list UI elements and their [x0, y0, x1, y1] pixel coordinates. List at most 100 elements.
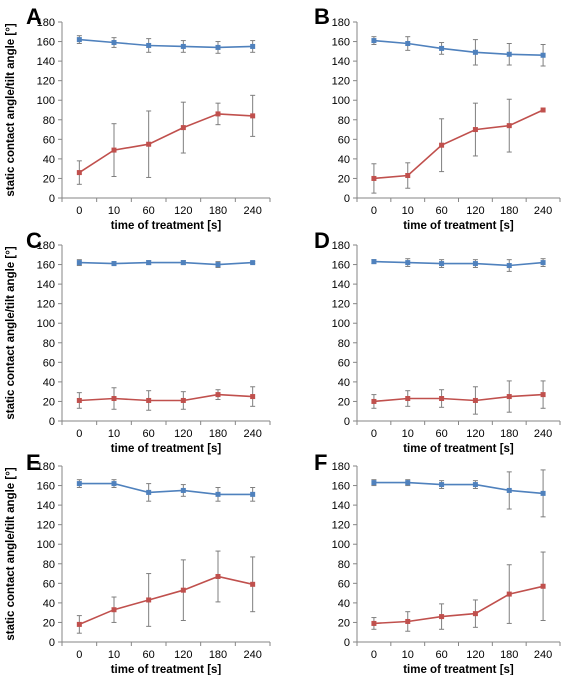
y-tick-label: 160 — [332, 37, 350, 49]
y-tick-label: 20 — [338, 617, 350, 629]
data-point — [180, 43, 186, 49]
data-point — [215, 392, 221, 398]
series-line — [78, 575, 253, 626]
data-point — [111, 481, 117, 487]
y-tick-label: 80 — [338, 338, 350, 350]
y-tick-label: 120 — [37, 299, 55, 311]
x-tick-label: 120 — [174, 205, 192, 217]
data-point — [180, 397, 186, 403]
y-tick-label: 0 — [49, 637, 55, 649]
chart-panel-f: F 0 20 40 60 80 100 120 140 160 180 0 10 60 120 180 240 t… — [314, 450, 561, 675]
x-tick-label: 240 — [534, 649, 552, 661]
x-tick-label: 10 — [108, 428, 120, 440]
y-tick-label: 180 — [332, 240, 350, 252]
x-tick-label: 240 — [534, 205, 552, 217]
y-tick-label: 120 — [37, 76, 55, 88]
series-line — [373, 39, 544, 56]
y-tick-label: 0 — [49, 193, 55, 205]
data-point — [405, 41, 411, 47]
x-tick-label: 10 — [108, 649, 120, 661]
data-point — [472, 127, 478, 133]
data-point — [439, 45, 445, 51]
y-tick-label: 160 — [37, 37, 55, 49]
x-tick-label: 10 — [108, 205, 120, 217]
x-tick-label: 60 — [435, 428, 447, 440]
x-tick-label: 180 — [500, 205, 518, 217]
series-1 — [76, 479, 256, 502]
data-point — [371, 398, 377, 404]
data-point — [250, 43, 256, 49]
x-axis-title: time of treatment [s] — [111, 664, 222, 675]
data-point — [439, 482, 445, 488]
x-tick-label: 0 — [76, 428, 82, 440]
y-tick-label: 180 — [332, 461, 350, 473]
x-tick-label: 0 — [371, 428, 377, 440]
x-tick-label: 240 — [243, 649, 261, 661]
y-tick-label: 60 — [338, 357, 350, 369]
y-tick-label: 40 — [338, 154, 350, 166]
data-point — [540, 107, 546, 113]
x-tick-label: 60 — [435, 205, 447, 217]
series-2 — [371, 98, 546, 194]
data-point — [215, 262, 221, 268]
y-tick-label: 80 — [338, 115, 350, 127]
chart-panel-c: C 0 20 40 60 80 100 120 140 160 180 0 10 60 120 180 240 t… — [5, 228, 271, 455]
y-tick-label: 100 — [37, 539, 55, 551]
data-point — [506, 123, 512, 129]
y-tick-label: 60 — [43, 578, 55, 590]
y-tick-label: 140 — [332, 279, 350, 291]
panel-label: E — [26, 450, 41, 475]
data-point — [111, 40, 117, 46]
y-tick-label: 60 — [338, 134, 350, 146]
y-tick-label: 0 — [344, 637, 350, 649]
series-line — [373, 260, 544, 267]
y-tick-label: 120 — [332, 299, 350, 311]
data-point — [540, 490, 546, 496]
y-tick-label: 0 — [344, 416, 350, 428]
y-tick-label: 80 — [43, 559, 55, 571]
x-tick-label: 180 — [500, 649, 518, 661]
series-line — [79, 393, 253, 402]
y-tick-label: 140 — [332, 56, 350, 68]
x-tick-label: 10 — [402, 205, 414, 217]
x-axis-title: time of treatment [s] — [403, 220, 514, 232]
x-tick-label: 180 — [500, 428, 518, 440]
y-tick-label: 100 — [332, 318, 350, 330]
x-axis-title: time of treatment [s] — [111, 220, 222, 232]
chart-panel-e: E 0 20 40 60 80 100 120 140 160 180 0 10 60 120 180 240 t… — [5, 450, 271, 675]
y-tick-label: 100 — [332, 539, 350, 551]
y-tick-label: 180 — [332, 17, 350, 29]
data-point — [76, 481, 82, 487]
x-tick-label: 240 — [243, 205, 261, 217]
y-tick-label: 20 — [43, 396, 55, 408]
y-tick-label: 40 — [43, 598, 55, 610]
series-2 — [76, 386, 256, 411]
data-point — [472, 611, 478, 617]
series-1 — [371, 469, 546, 518]
data-point — [111, 396, 117, 402]
y-tick-label: 20 — [338, 173, 350, 185]
data-point — [371, 480, 377, 486]
data-point — [146, 397, 152, 403]
y-tick-label: 160 — [37, 481, 55, 493]
y-axis-title: static contact angle/tilt angle [°] — [5, 23, 17, 196]
data-point — [111, 607, 117, 613]
y-tick-label: 80 — [43, 115, 55, 127]
y-tick-label: 100 — [332, 95, 350, 107]
data-point — [405, 618, 411, 624]
y-tick-label: 180 — [37, 240, 55, 252]
y-tick-label: 60 — [338, 578, 350, 590]
data-point — [405, 480, 411, 486]
x-tick-label: 120 — [466, 649, 484, 661]
y-tick-label: 120 — [332, 520, 350, 532]
y-tick-label: 0 — [344, 193, 350, 205]
data-point — [540, 392, 546, 398]
x-tick-label: 60 — [143, 205, 155, 217]
data-point — [146, 597, 152, 603]
y-tick-label: 180 — [37, 17, 55, 29]
x-tick-label: 0 — [76, 649, 82, 661]
chart-panel-a: A 0 20 40 60 80 100 120 140 160 180 0 10 60 120 180 240 t… — [5, 4, 271, 232]
x-tick-label: 10 — [402, 649, 414, 661]
data-point — [215, 44, 221, 50]
data-point — [180, 487, 186, 493]
